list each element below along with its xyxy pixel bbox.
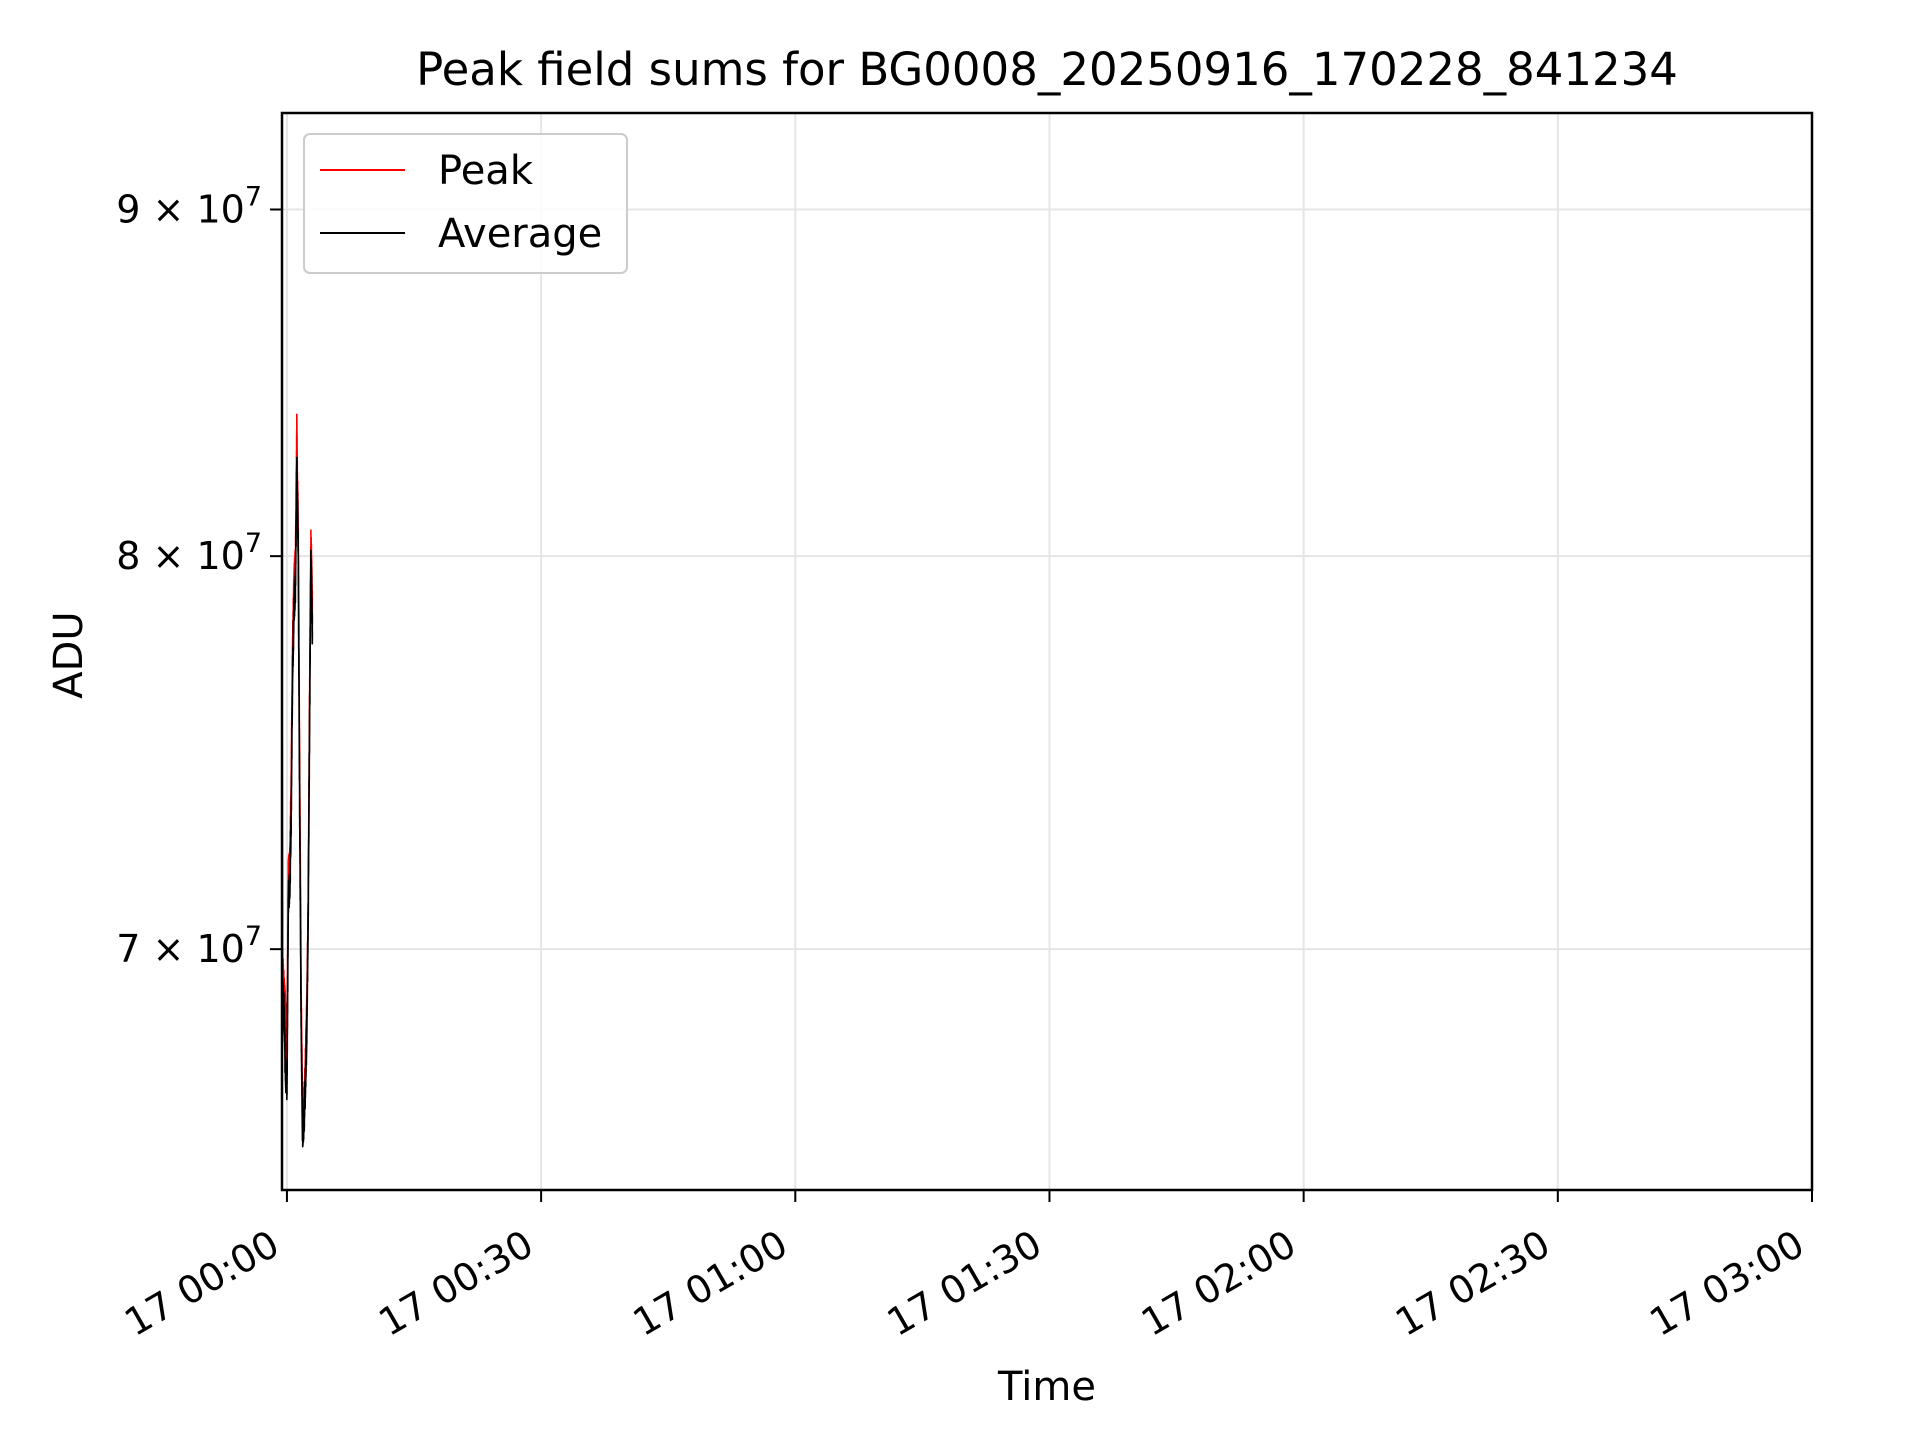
legend: Peak Average [303,133,628,274]
y-tick-label: 9 × 107 [116,182,262,232]
y-axis-ticks: 7 × 107 8 × 107 9 × 107 [116,182,282,971]
chart-title: Peak field sums for BG0008_20250916_1702… [416,43,1678,96]
series-line-average [281,456,314,1148]
y-tick-label: 7 × 107 [116,921,262,971]
series-lines [281,413,314,1148]
legend-box [303,133,628,274]
x-axis-label: Time [997,1364,1096,1410]
y-axis-label: ADU [46,611,92,698]
plot-frame [280,111,1814,1192]
legend-average-label: Average [438,211,602,257]
y-tick-label: 8 × 107 [116,528,262,578]
legend-peak-label: Peak [438,148,534,194]
